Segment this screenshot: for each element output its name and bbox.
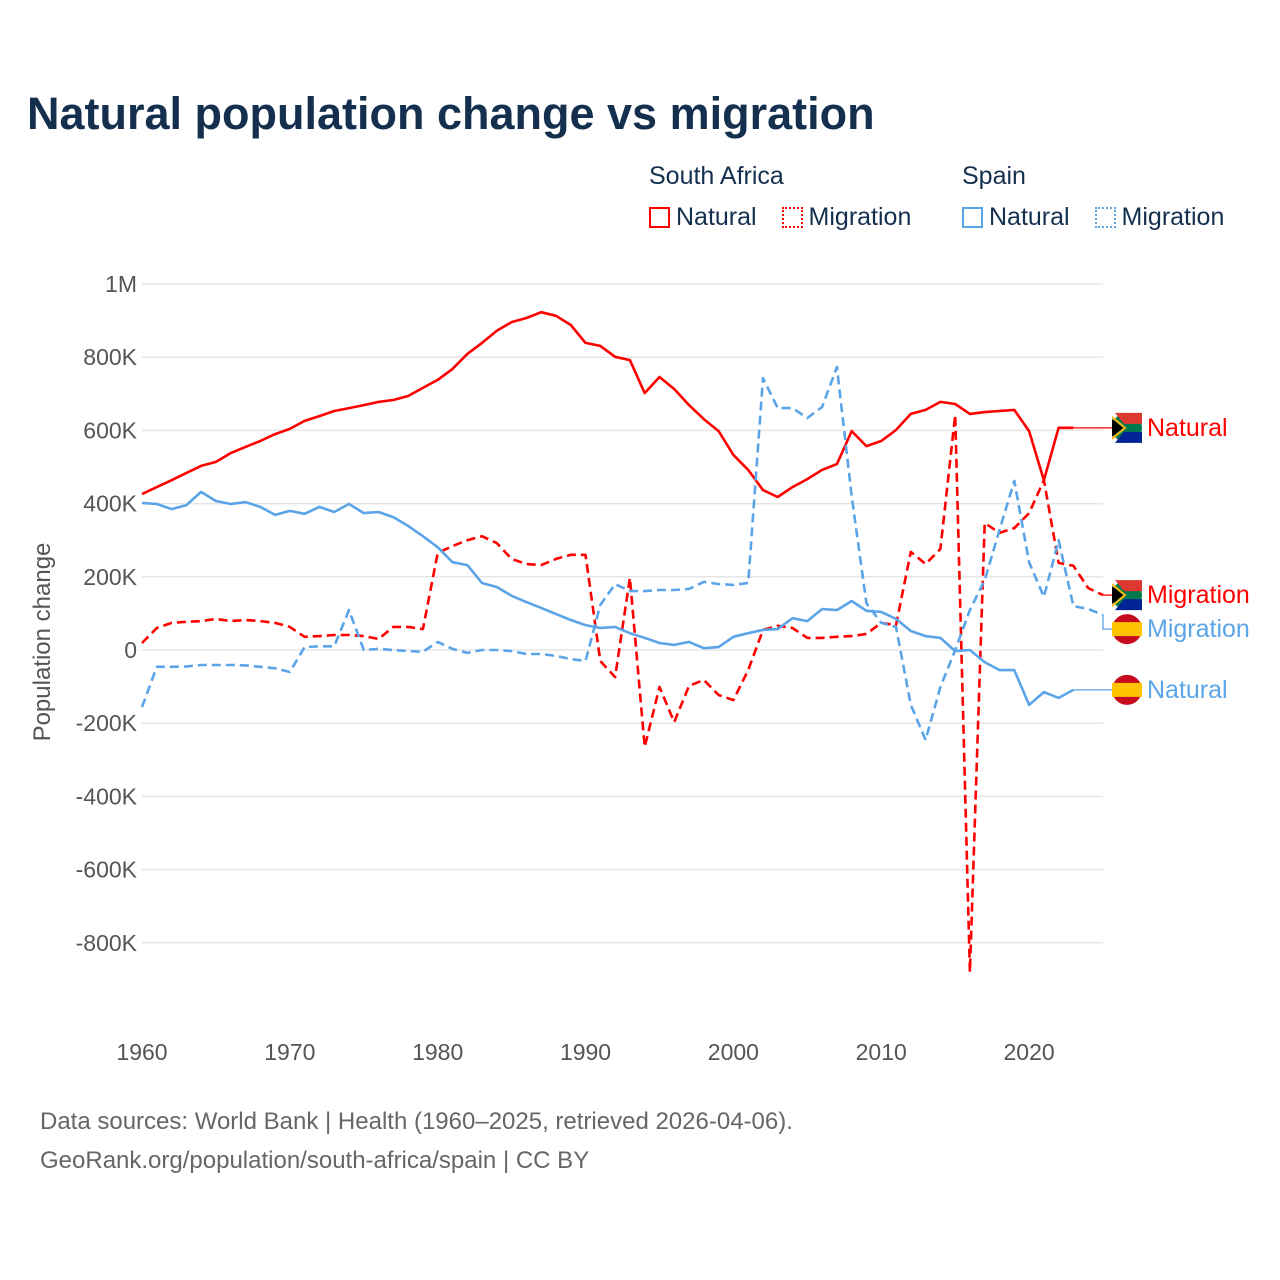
south-africa-flag-icon: [1111, 412, 1142, 443]
x-tick-label: 2000: [708, 1039, 759, 1065]
legend-group-south-africa: South Africa Natural Migration: [649, 162, 929, 235]
series-line-spain-migration: [140, 365, 1104, 742]
flag-gold: [1111, 583, 1127, 607]
y-tick-label: 1M: [105, 271, 137, 297]
legend-label: Migration: [808, 203, 912, 231]
flag-blue: [1112, 599, 1142, 611]
legend-swatch-dotted: [1094, 207, 1116, 228]
legend-swatch-solid: [962, 207, 983, 228]
legend-label: Natural: [676, 203, 757, 231]
y-tick-label: 800K: [83, 344, 137, 370]
flag-bg: [1112, 614, 1142, 645]
y-axis-label: Population change: [29, 543, 56, 742]
x-tick-label: 2020: [1003, 1039, 1054, 1065]
x-tick-label: 1980: [412, 1039, 463, 1065]
y-tick-label: 600K: [83, 417, 137, 443]
flag-black: [1112, 586, 1123, 605]
flag-blue: [1112, 431, 1142, 443]
legend-group-title: South Africa: [649, 162, 784, 190]
series-lines: [140, 310, 1104, 974]
footer-attribution: GeoRank.org/population/south-africa/spai…: [40, 1147, 590, 1174]
x-axis-ticks: 1960 1970 1980 1990 2000 2010 2020: [116, 1039, 1054, 1065]
flag-bg: [1112, 674, 1142, 705]
flag-stripe: [1112, 682, 1142, 697]
legend-label: Natural: [989, 203, 1070, 231]
footer-sources: Data sources: World Bank | Health (1960–…: [40, 1108, 793, 1135]
legend-item-south-africa-natural[interactable]: Natural: [649, 203, 757, 232]
series-line-spain-natural: [141, 490, 1075, 707]
legend-group-spain: Spain Natural Migration: [962, 162, 1224, 235]
y-tick-label: 0: [124, 637, 137, 663]
flag-gold: [1111, 416, 1127, 440]
gridlines: [142, 283, 1103, 944]
end-label: Migration: [1147, 581, 1250, 609]
flag-stripe: [1112, 622, 1142, 637]
flag-bg: [1112, 580, 1142, 611]
flag-bg: [1112, 412, 1142, 443]
end-label-connector: [1102, 614, 1112, 630]
end-label: Natural: [1147, 414, 1228, 442]
x-tick-label: 1960: [116, 1039, 167, 1065]
y-tick-label: -600K: [76, 857, 138, 883]
x-tick-label: 1970: [264, 1039, 315, 1065]
end-labels: Natural Migration Migration Natural: [1073, 412, 1250, 705]
spain-flag-icon: [1112, 614, 1142, 645]
y-tick-label: 400K: [83, 491, 137, 517]
flag-red: [1112, 580, 1142, 592]
end-label: Natural: [1147, 676, 1228, 704]
flag-red: [1112, 412, 1142, 424]
legend-swatch-dotted: [781, 207, 803, 228]
legend-item-south-africa-migration[interactable]: Migration: [781, 203, 912, 232]
legend-item-spain-natural[interactable]: Natural: [962, 203, 1070, 232]
legend-swatch-solid: [649, 207, 670, 228]
end-label: Migration: [1147, 615, 1250, 643]
y-tick-label: -400K: [76, 783, 138, 809]
series-line-south-africa-migration: [141, 413, 1104, 974]
y-axis-ticks: 1M 800K 600K 400K 200K 0 -200K -400K -600K -800K: [76, 271, 138, 956]
flag-black: [1112, 418, 1123, 437]
south-africa-flag-icon: [1111, 580, 1142, 611]
series-line-south-africa-natural: [141, 310, 1074, 499]
chart-title: Natural population change vs migration: [27, 88, 875, 139]
x-tick-label: 1990: [560, 1039, 611, 1065]
spain-flag-icon: [1112, 674, 1142, 705]
legend-item-spain-migration[interactable]: Migration: [1094, 203, 1225, 232]
y-tick-label: 200K: [83, 564, 137, 590]
y-tick-label: -200K: [76, 710, 138, 736]
x-tick-label: 2010: [856, 1039, 907, 1065]
legend-label: Migration: [1121, 203, 1225, 231]
y-tick-label: -800K: [76, 930, 138, 956]
legend-group-title: Spain: [962, 162, 1026, 190]
